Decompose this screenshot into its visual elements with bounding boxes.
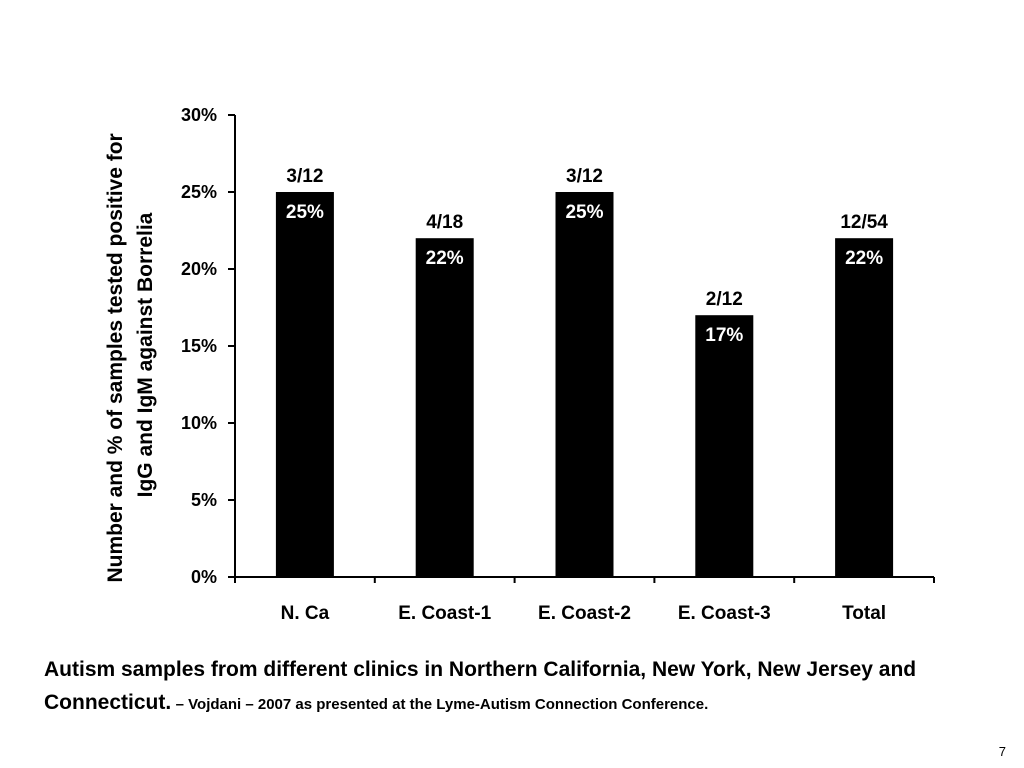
x-tick-label: E. Coast-2 — [538, 603, 631, 624]
y-tick-label: 30% — [181, 105, 217, 125]
caption-credit-text: – Vojdani – 2007 as presented at the Lym… — [175, 696, 709, 713]
bar-value-label: 17% — [705, 325, 743, 346]
y-axis-label: Number and % of samples tested positive … — [104, 127, 157, 582]
page-number: 7 — [998, 744, 1006, 759]
x-tick-label: E. Coast-3 — [678, 603, 771, 624]
x-tick-label: N. Ca — [281, 603, 330, 624]
y-tick-label: 5% — [191, 490, 217, 510]
bar-chart: Number and % of samples tested positive … — [104, 105, 935, 624]
bar-value-label: 25% — [565, 202, 603, 223]
bar-1 — [415, 238, 474, 577]
y-tick-label: 25% — [181, 182, 217, 202]
bar-count-label: 3/12 — [566, 166, 603, 187]
bar-count-label: 12/54 — [840, 212, 888, 233]
y-tick-label: 15% — [181, 336, 217, 356]
bar-value-label: 25% — [286, 202, 324, 223]
y-tick-label: 0% — [191, 567, 217, 587]
x-tick-label: E. Coast-1 — [398, 603, 491, 624]
bar-value-label: 22% — [426, 248, 464, 269]
bar-0 — [275, 192, 334, 577]
bar-2 — [555, 192, 614, 577]
bar-count-label: 3/12 — [286, 166, 323, 187]
y-axis-label-line1: Number and % of samples tested positive … — [104, 133, 127, 582]
plot-area: 0% 5% 10% 15% 20% 25% 30% 25% 3/12 N. Ca 22% 4/18 E.… — [181, 105, 935, 624]
caption-main-text: Autism samples from different clinics in… — [44, 658, 917, 714]
y-tick-label: 20% — [181, 259, 217, 279]
y-tick-label: 10% — [181, 413, 217, 433]
bar-3 — [695, 315, 754, 577]
bar-count-label: 4/18 — [426, 212, 463, 233]
figure-caption: Autism samples from different clinics in… — [44, 654, 984, 720]
bar-count-label: 2/12 — [706, 289, 743, 310]
bar-value-label: 22% — [845, 248, 883, 269]
y-axis-label-line2: IgG and IgM against Borrelia — [134, 212, 157, 497]
x-tick-label: Total — [842, 603, 886, 624]
bar-4 — [835, 238, 894, 577]
